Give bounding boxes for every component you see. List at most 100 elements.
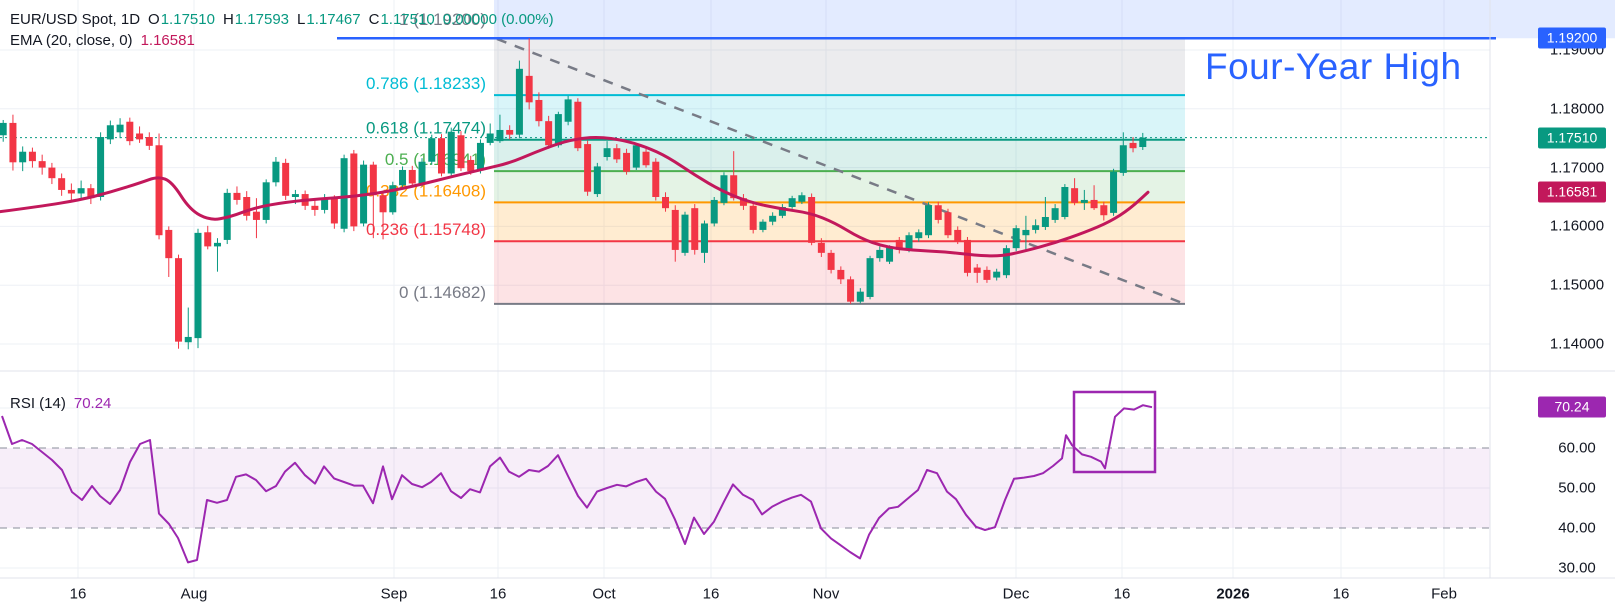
rsi-title[interactable]: RSI (14) [10, 395, 66, 412]
candle-body [262, 182, 270, 220]
candle-body [282, 162, 290, 196]
candle-body [136, 133, 144, 140]
fib-level-label: 0.786 (1.18233) [366, 74, 486, 93]
candle-body [165, 229, 173, 259]
price-axis-label: 1.14000 [1549, 335, 1605, 353]
candle-body [954, 229, 962, 242]
rsi-band [0, 448, 1490, 528]
ema-legend[interactable]: EMA (20, close, 0) 1.16581 [10, 32, 195, 49]
candle-body [1051, 208, 1059, 220]
candle-body [730, 175, 738, 199]
price-axis-label: 1.18000 [1549, 100, 1605, 118]
candle-body [769, 215, 777, 222]
downtrend-line [496, 37, 1186, 306]
candle-body [389, 185, 397, 213]
low-label: L [297, 11, 306, 28]
ema-title[interactable]: EMA (20, close, 0) [10, 32, 133, 49]
time-axis-label: Oct [592, 585, 616, 603]
symbol-legend[interactable]: EUR/USD Spot, 1D O1.17510 H1.17593 L1.17467… [10, 11, 554, 28]
candle-body [467, 159, 475, 172]
candle-body [662, 197, 670, 209]
candle-body [642, 151, 650, 166]
rsi-value: 70.24 [73, 395, 112, 412]
ema-value: 1.16581 [140, 32, 195, 49]
time-axis-label: Sep [380, 585, 408, 603]
candle-body [340, 158, 348, 229]
change-value: 0.00000 (0.00%) [442, 11, 554, 28]
candle-body [291, 194, 299, 197]
candle-body [311, 205, 319, 210]
candle-body [632, 145, 640, 168]
candle-body [486, 133, 494, 143]
candle-body [759, 221, 767, 230]
candle-body [525, 75, 533, 103]
candle-body [204, 232, 212, 247]
candle-body [58, 178, 66, 190]
candle-body [9, 122, 17, 163]
candle-body [213, 242, 221, 247]
rsi-line [1, 404, 1153, 564]
candle-body [593, 166, 601, 195]
candle-body [515, 68, 523, 135]
time-axis-label: Aug [180, 585, 208, 603]
price-axis-label: 1.16000 [1549, 217, 1605, 235]
fib-zone [494, 202, 1185, 242]
price-axis-label: 1.15000 [1549, 276, 1605, 294]
rsi-axis-label: 60.00 [1558, 439, 1596, 457]
candle-body [0, 122, 7, 136]
candle-body [925, 205, 932, 236]
candle-body [691, 208, 699, 250]
candle-body [934, 205, 942, 220]
candle-body [681, 214, 689, 253]
candle-body [817, 242, 825, 253]
fib-zone [494, 171, 1185, 203]
candle-body [1139, 137, 1147, 148]
price-badge: 1.19200 [1538, 27, 1606, 49]
candle-body [944, 212, 952, 236]
fib-level-label: 0.618 (1.17474) [366, 119, 486, 138]
time-axis-label: 16 [489, 585, 507, 603]
candle-body [38, 161, 46, 168]
candle-body [418, 161, 426, 184]
candle-body [973, 267, 981, 273]
candle-body [1080, 199, 1088, 203]
candle-body [330, 198, 338, 224]
open-value: 1.17510 [160, 11, 215, 28]
candle-body [28, 151, 36, 162]
candle-body [438, 138, 445, 174]
candle-body [408, 169, 416, 184]
candle-body [19, 151, 27, 163]
candle-body [788, 198, 796, 207]
time-axis-label: 16 [702, 585, 720, 603]
time-axis-label: Nov [812, 585, 840, 603]
candle-body [847, 279, 855, 302]
symbol-title[interactable]: EUR/USD Spot, 1D [10, 11, 141, 28]
candle-body [116, 124, 124, 133]
candle-body [1129, 142, 1137, 149]
candle-body [48, 167, 56, 179]
candle-body [983, 269, 991, 280]
candle-body [895, 239, 903, 250]
candle-body [1090, 199, 1098, 209]
ema-line [0, 135, 1150, 258]
rsi-axis-label: 40.00 [1558, 519, 1596, 537]
candle-body [603, 148, 611, 158]
candle-body [97, 137, 105, 197]
price-badge: 1.17510 [1538, 127, 1606, 149]
candle-body [613, 148, 621, 160]
fib-level-label: 0.236 (1.15748) [366, 220, 486, 239]
fib-zone [494, 38, 1185, 96]
rsi-legend[interactable]: RSI (14) 70.24 [10, 395, 111, 412]
time-axis-label: 16 [1332, 585, 1350, 603]
candle-body [535, 99, 543, 122]
candle-body [476, 142, 484, 171]
rsi-highlight-box [1072, 390, 1157, 474]
candle-body [496, 129, 504, 142]
candle-body [545, 121, 553, 146]
candle-body [1061, 187, 1069, 217]
candle-body [574, 101, 582, 149]
time-axis-label: Dec [1002, 585, 1030, 603]
fib-level-label: 0 (1.14682) [399, 283, 486, 302]
